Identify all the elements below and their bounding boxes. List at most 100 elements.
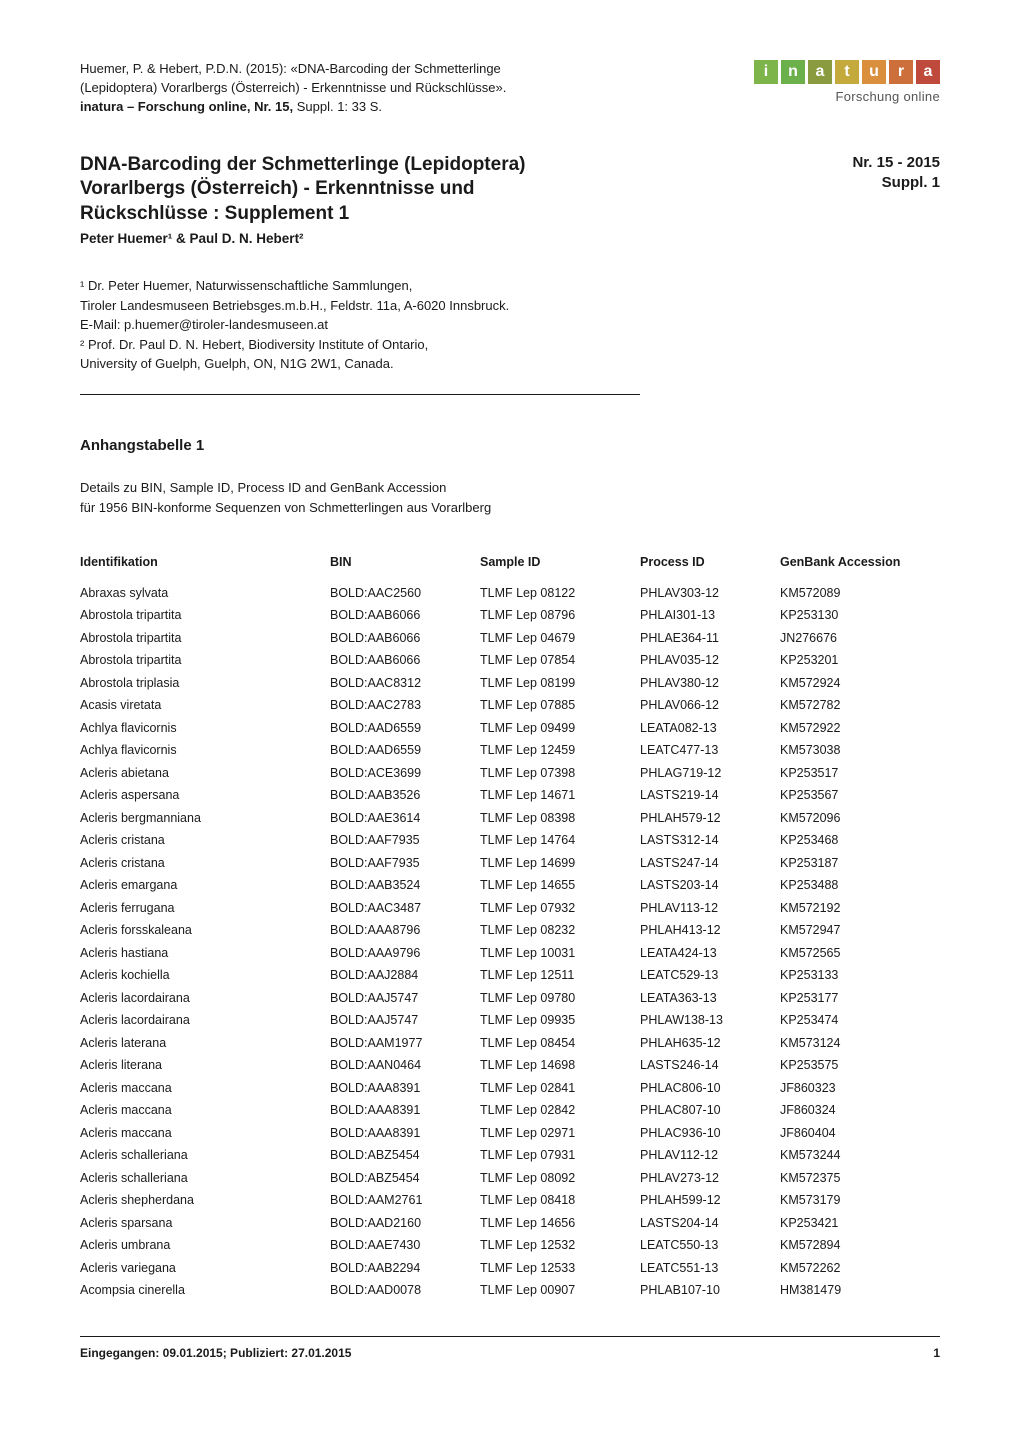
table-cell: JF860323	[780, 1077, 940, 1100]
table-cell: PHLAV273-12	[640, 1167, 780, 1190]
section-description: Details zu BIN, Sample ID, Process ID an…	[80, 478, 940, 517]
table-cell: TLMF Lep 00907	[480, 1279, 640, 1302]
table-row: Acleris emarganaBOLD:AAB3524TLMF Lep 146…	[80, 874, 940, 897]
table-row: Acleris maccanaBOLD:AAA8391TLMF Lep 0297…	[80, 1122, 940, 1145]
table-cell: LEATC551-13	[640, 1257, 780, 1280]
table-cell: Achlya flavicornis	[80, 717, 330, 740]
table-cell: TLMF Lep 09499	[480, 717, 640, 740]
table-cell: Acleris literana	[80, 1054, 330, 1077]
table-cell: LEATC529-13	[640, 964, 780, 987]
table-cell: BOLD:ABZ5454	[330, 1167, 480, 1190]
table-cell: KP253468	[780, 829, 940, 852]
table-cell: LASTS246-14	[640, 1054, 780, 1077]
table-cell: LEATC550-13	[640, 1234, 780, 1257]
table-cell: KM572565	[780, 942, 940, 965]
table-cell: TLMF Lep 14671	[480, 784, 640, 807]
table-cell: KM572947	[780, 919, 940, 942]
data-table: Identifikation BIN Sample ID Process ID …	[80, 547, 940, 1301]
table-cell: HM381479	[780, 1279, 940, 1302]
table-cell: BOLD:AAA8796	[330, 919, 480, 942]
authors: Peter Huemer¹ & Paul D. N. Hebert²	[80, 229, 526, 249]
title-line: Vorarlbergs (Österreich) - Erkenntnisse …	[80, 178, 475, 199]
table-cell: KP253488	[780, 874, 940, 897]
table-cell: TLMF Lep 04679	[480, 627, 640, 650]
table-cell: Acleris hastiana	[80, 942, 330, 965]
table-cell: TLMF Lep 08199	[480, 672, 640, 695]
table-cell: PHLAV380-12	[640, 672, 780, 695]
table-cell: LASTS204-14	[640, 1212, 780, 1235]
header-row: Huemer, P. & Hebert, P.D.N. (2015): «DNA…	[80, 60, 940, 117]
table-cell: PHLAH635-12	[640, 1032, 780, 1055]
table-cell: Acleris emargana	[80, 874, 330, 897]
table-cell: TLMF Lep 07932	[480, 897, 640, 920]
table-cell: Acleris sparsana	[80, 1212, 330, 1235]
table-cell: Acleris umbrana	[80, 1234, 330, 1257]
affil-line: University of Guelph, Guelph, ON, N1G 2W…	[80, 354, 640, 374]
table-cell: BOLD:AAE3614	[330, 807, 480, 830]
table-cell: Acasis viretata	[80, 694, 330, 717]
table-cell: Abrostola triplasia	[80, 672, 330, 695]
table-row: Achlya flavicornisBOLD:AAD6559TLMF Lep 0…	[80, 717, 940, 740]
table-cell: PHLAH579-12	[640, 807, 780, 830]
table-cell: Abrostola tripartita	[80, 604, 330, 627]
table-row: Acleris varieganaBOLD:AAB2294TLMF Lep 12…	[80, 1257, 940, 1280]
table-cell: TLMF Lep 14699	[480, 852, 640, 875]
table-row: Acleris kochiellaBOLD:AAJ2884TLMF Lep 12…	[80, 964, 940, 987]
section-sub-line: Details zu BIN, Sample ID, Process ID an…	[80, 478, 940, 498]
table-cell: BOLD:AAJ5747	[330, 987, 480, 1010]
table-header-row: Identifikation BIN Sample ID Process ID …	[80, 547, 940, 581]
table-cell: BOLD:AAB2294	[330, 1257, 480, 1280]
table-row: Abrostola tripartitaBOLD:AAB6066TLMF Lep…	[80, 627, 940, 650]
table-cell: Abrostola tripartita	[80, 649, 330, 672]
affil-line: ² Prof. Dr. Paul D. N. Hebert, Biodivers…	[80, 335, 640, 355]
table-cell: PHLAC807-10	[640, 1099, 780, 1122]
section-heading: Anhangstabelle 1	[80, 435, 940, 457]
table-cell: BOLD:AAC3487	[330, 897, 480, 920]
table-row: Acleris hastianaBOLD:AAA9796TLMF Lep 100…	[80, 942, 940, 965]
table-cell: TLMF Lep 14698	[480, 1054, 640, 1077]
title-block: DNA-Barcoding der Schmetterlinge (Lepido…	[80, 153, 526, 249]
table-cell: BOLD:AAE7430	[330, 1234, 480, 1257]
affil-line: ¹ Dr. Peter Huemer, Naturwissenschaftlic…	[80, 276, 640, 296]
inatura-logo: i n a t u r a	[754, 60, 940, 84]
table-cell: PHLAE364-11	[640, 627, 780, 650]
table-cell: KM573038	[780, 739, 940, 762]
table-cell: KP253130	[780, 604, 940, 627]
table-cell: BOLD:AAA9796	[330, 942, 480, 965]
table-cell: BOLD:AAM2761	[330, 1189, 480, 1212]
logo-letter: n	[781, 60, 805, 84]
table-cell: LASTS312-14	[640, 829, 780, 852]
table-cell: KP253474	[780, 1009, 940, 1032]
table-cell: KM572262	[780, 1257, 940, 1280]
table-row: Acleris cristanaBOLD:AAF7935TLMF Lep 147…	[80, 829, 940, 852]
table-cell: KP253575	[780, 1054, 940, 1077]
table-cell: JF860324	[780, 1099, 940, 1122]
table-cell: Abraxas sylvata	[80, 582, 330, 605]
table-row: Acleris schallerianaBOLD:ABZ5454TLMF Lep…	[80, 1167, 940, 1190]
table-cell: TLMF Lep 10031	[480, 942, 640, 965]
table-cell: KM573244	[780, 1144, 940, 1167]
table-cell: JF860404	[780, 1122, 940, 1145]
table-row: Abrostola tripartitaBOLD:AAB6066TLMF Lep…	[80, 604, 940, 627]
col-header: Process ID	[640, 547, 780, 581]
page-footer: Eingegangen: 09.01.2015; Publiziert: 27.…	[80, 1336, 940, 1362]
table-cell: KM573179	[780, 1189, 940, 1212]
table-row: Acasis viretataBOLD:AAC2783TLMF Lep 0788…	[80, 694, 940, 717]
table-row: Acleris lacordairanaBOLD:AAJ5747TLMF Lep…	[80, 1009, 940, 1032]
table-row: Acompsia cinerellaBOLD:AAD0078TLMF Lep 0…	[80, 1279, 940, 1302]
table-cell: Acleris lacordairana	[80, 987, 330, 1010]
col-header: Sample ID	[480, 547, 640, 581]
table-cell: Acleris lacordairana	[80, 1009, 330, 1032]
table-cell: Acleris schalleriana	[80, 1167, 330, 1190]
table-cell: BOLD:AAF7935	[330, 852, 480, 875]
table-cell: BOLD:AAJ5747	[330, 1009, 480, 1032]
table-row: Acleris ferruganaBOLD:AAC3487TLMF Lep 07…	[80, 897, 940, 920]
table-cell: TLMF Lep 14655	[480, 874, 640, 897]
table-cell: TLMF Lep 07854	[480, 649, 640, 672]
table-cell: PHLAG719-12	[640, 762, 780, 785]
table-body: Abraxas sylvataBOLD:AAC2560TLMF Lep 0812…	[80, 582, 940, 1302]
table-cell: PHLAH599-12	[640, 1189, 780, 1212]
logo-letter: i	[754, 60, 778, 84]
table-row: Acleris lacordairanaBOLD:AAJ5747TLMF Lep…	[80, 987, 940, 1010]
table-cell: TLMF Lep 08122	[480, 582, 640, 605]
